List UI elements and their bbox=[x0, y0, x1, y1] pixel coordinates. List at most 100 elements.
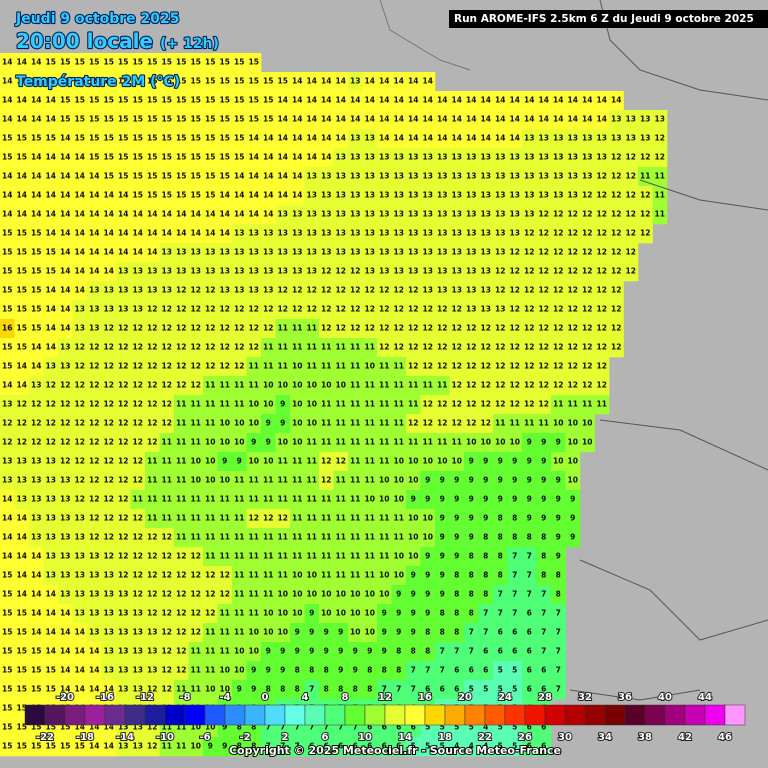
cell-value: 14 bbox=[17, 172, 27, 181]
cell-value: 13 bbox=[423, 172, 433, 181]
cell-value: 9 bbox=[396, 609, 401, 618]
cell-value: 12 bbox=[582, 362, 592, 371]
cell-value: 11 bbox=[176, 457, 186, 466]
cell-value: 12 bbox=[220, 324, 230, 333]
cell-value: 12 bbox=[524, 343, 534, 352]
cell-value: 14 bbox=[321, 115, 331, 124]
cell-value: 11 bbox=[350, 343, 360, 352]
cell-value: 13 bbox=[176, 248, 186, 257]
cell-value: 6 bbox=[498, 628, 503, 637]
cell bbox=[58, 72, 73, 92]
cell-value: 10 bbox=[321, 609, 331, 618]
cell bbox=[43, 53, 59, 73]
cell-value: 12 bbox=[118, 552, 128, 561]
cell-value: 11 bbox=[307, 362, 317, 371]
cell-value: 14 bbox=[379, 96, 389, 105]
cell-value: 13 bbox=[118, 286, 128, 295]
cell-value: 11 bbox=[321, 419, 331, 428]
colorbar-label: 14 bbox=[398, 732, 412, 743]
cell-value: 15 bbox=[2, 666, 12, 675]
cell-value: 7 bbox=[541, 628, 546, 637]
cell-value: 13 bbox=[104, 305, 114, 314]
cell-value: 14 bbox=[2, 77, 12, 86]
cell-value: 15 bbox=[17, 267, 27, 276]
cell-value: 12 bbox=[133, 400, 143, 409]
cell-value: 12 bbox=[626, 248, 636, 257]
cell-value: 14 bbox=[408, 77, 418, 86]
cell-value: 15 bbox=[118, 96, 128, 105]
colorbar-bin bbox=[284, 704, 306, 726]
cell bbox=[580, 91, 595, 111]
colorbar-label: -14 bbox=[116, 732, 134, 743]
cell-value: 12 bbox=[162, 685, 172, 694]
cell-value: 11 bbox=[191, 400, 201, 409]
colorbar-label: -6 bbox=[199, 732, 210, 743]
cell-value: 15 bbox=[118, 58, 128, 67]
cell-value: 14 bbox=[379, 134, 389, 143]
cell-value: 14 bbox=[118, 210, 128, 219]
cell-value: 13 bbox=[597, 153, 607, 162]
cell-value: 8 bbox=[469, 609, 474, 618]
cell bbox=[377, 91, 392, 111]
cell-value: 12 bbox=[205, 590, 215, 599]
cell-value: 14 bbox=[104, 248, 114, 257]
cell-value: 13 bbox=[31, 533, 41, 542]
cell-value: 12 bbox=[379, 324, 389, 333]
cell-value: 13 bbox=[539, 134, 549, 143]
cell-value: 10 bbox=[205, 685, 215, 694]
cell-value: 12 bbox=[597, 191, 607, 200]
cell-value: 14 bbox=[17, 533, 27, 542]
cell bbox=[174, 53, 189, 73]
cell-value: 12 bbox=[582, 229, 592, 238]
cell-value: 15 bbox=[249, 96, 259, 105]
cell-value: 15 bbox=[2, 134, 12, 143]
cell-value: 10 bbox=[394, 457, 404, 466]
cell-value: 12 bbox=[133, 343, 143, 352]
cell-value: 11 bbox=[205, 514, 215, 523]
cell-value: 14 bbox=[89, 229, 99, 238]
cell-value: 9 bbox=[338, 628, 343, 637]
cell-value: 12 bbox=[626, 153, 636, 162]
cell-value: 11 bbox=[191, 419, 201, 428]
cell-value: 14 bbox=[292, 172, 302, 181]
colorbar-label: -20 bbox=[56, 692, 74, 703]
cell-value: 12 bbox=[553, 381, 563, 390]
cell-value: 12 bbox=[350, 267, 360, 276]
cell-value: 12 bbox=[539, 229, 549, 238]
cell-value: 15 bbox=[191, 172, 201, 181]
cell-value: 11 bbox=[191, 647, 201, 656]
cell-value: 13 bbox=[307, 248, 317, 257]
cell-value: 12 bbox=[336, 305, 346, 314]
cell-value: 13 bbox=[75, 571, 85, 580]
cell-value: 14 bbox=[321, 134, 331, 143]
cell-value: 13 bbox=[104, 647, 114, 656]
cell-value: 12 bbox=[249, 305, 259, 314]
cell-value: 12 bbox=[75, 457, 85, 466]
cell-value: 9 bbox=[483, 476, 488, 485]
cell-value: 13 bbox=[394, 191, 404, 200]
cell-value: 12 bbox=[640, 153, 650, 162]
cell-value: 12 bbox=[118, 419, 128, 428]
colorbar-bin bbox=[704, 704, 726, 726]
colorbar-label: -2 bbox=[239, 732, 250, 743]
cell-value: 12 bbox=[133, 362, 143, 371]
cell-value: 11 bbox=[495, 419, 505, 428]
cell-value: 11 bbox=[336, 571, 346, 580]
cell-value: 13 bbox=[568, 172, 578, 181]
cell-value: 12 bbox=[104, 514, 114, 523]
cell-value: 8 bbox=[324, 685, 329, 694]
cell-value: 11 bbox=[655, 191, 665, 200]
cell-value: 15 bbox=[2, 267, 12, 276]
colorbar-label: 44 bbox=[698, 692, 712, 703]
cell-value: 10 bbox=[321, 381, 331, 390]
cell-value: 12 bbox=[118, 533, 128, 542]
cell bbox=[217, 53, 233, 73]
cell-value: 7 bbox=[527, 552, 532, 561]
cell-value: 13 bbox=[408, 172, 418, 181]
cell-value: 11 bbox=[394, 400, 404, 409]
cell-value: 11 bbox=[292, 343, 302, 352]
cell-value: 13 bbox=[495, 191, 505, 200]
cell-value: 11 bbox=[336, 514, 346, 523]
cell-value: 13 bbox=[104, 571, 114, 580]
cell-value: 12 bbox=[553, 286, 563, 295]
